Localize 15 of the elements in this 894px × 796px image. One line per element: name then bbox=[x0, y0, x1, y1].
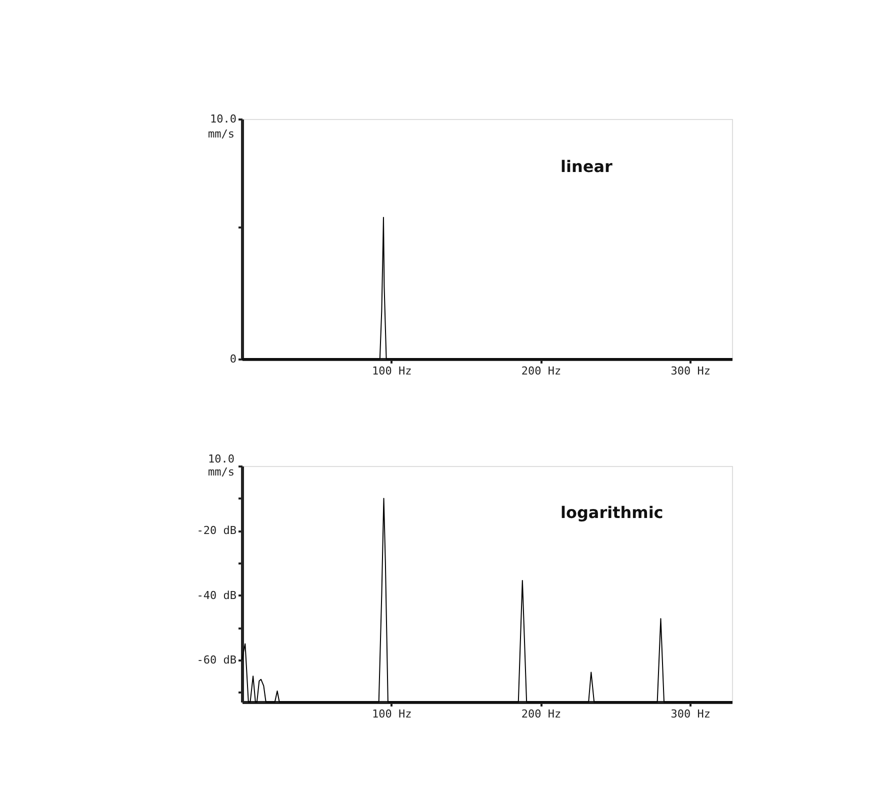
y-tick-label: -20 dB bbox=[196, 524, 237, 538]
y-axis-title: 10.0 mm/s bbox=[208, 452, 234, 478]
y-tick-label: 0 bbox=[230, 352, 236, 366]
x-tick-label: 200 Hz bbox=[521, 708, 562, 720]
y-tick-label: -40 dB bbox=[196, 588, 237, 602]
x-tick-label: 300 Hz bbox=[670, 364, 711, 378]
x-tick-label: 100 Hz bbox=[372, 708, 412, 720]
x-tick-label: 200 Hz bbox=[521, 364, 562, 378]
x-tick-label: 100 Hz bbox=[372, 364, 412, 378]
annotation: logarithmic bbox=[560, 503, 664, 522]
y-tick-label: 10.0 bbox=[210, 112, 236, 126]
x-tick-label: 300 Hz bbox=[670, 708, 711, 720]
y-axis-title: mm/s bbox=[208, 128, 234, 140]
annotation: linear bbox=[560, 157, 613, 176]
y-tick-label: -60 dB bbox=[196, 653, 237, 666]
